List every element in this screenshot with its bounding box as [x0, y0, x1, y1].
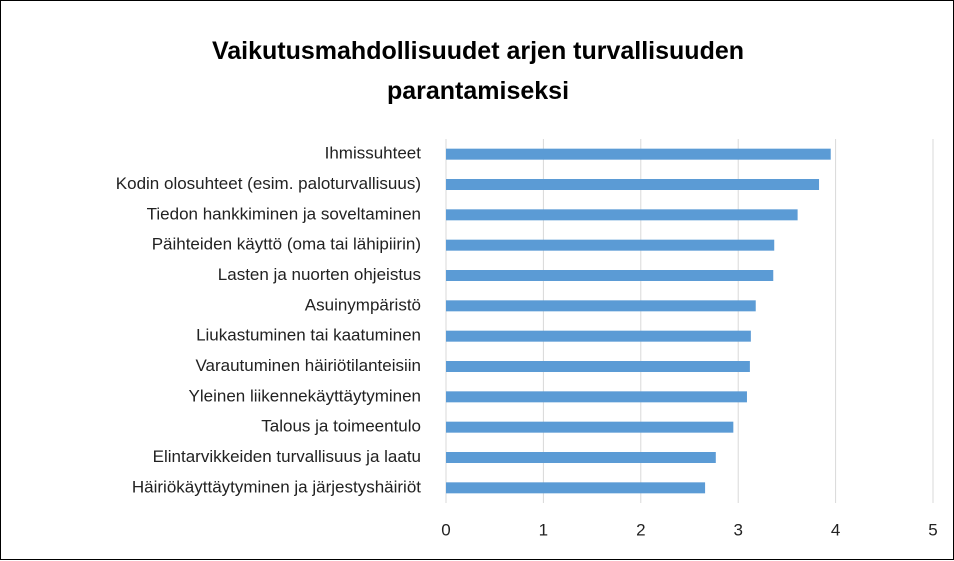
y-tick-label: Lasten ja nuorten ohjeistus: [218, 265, 421, 284]
y-tick-label: Varautuminen häiriötilanteisiin: [195, 356, 421, 375]
y-tick-label: Yleinen liikennekäyttäytyminen: [189, 386, 421, 405]
bar: [446, 179, 820, 190]
x-tick-label: 3: [733, 520, 742, 539]
x-tick-label: 0: [441, 520, 450, 539]
bar: [446, 482, 706, 494]
bar: [446, 239, 775, 251]
y-tick-label: Päihteiden käyttö (oma tai lähipiirin): [152, 235, 421, 254]
y-tick-label: Asuinympäristö: [305, 295, 421, 314]
bar: [446, 209, 798, 221]
bar: [446, 391, 747, 403]
chart-title: Vaikutusmahdollisuudet arjen turvallisuu…: [211, 37, 745, 105]
x-tick-label: 2: [636, 520, 645, 539]
bar: [446, 361, 750, 372]
bar: [446, 300, 756, 312]
y-tick-label: Liukastuminen tai kaatuminen: [196, 326, 421, 345]
x-tick-label: 1: [539, 520, 548, 539]
y-tick-label: Tiedon hankkiminen ja soveltaminen: [147, 204, 421, 223]
bar: [446, 270, 774, 281]
y-tick-label: Talous ja toimeentulo: [261, 417, 421, 436]
bar: [446, 421, 734, 433]
x-tick-label: 4: [831, 520, 840, 539]
bar: [446, 452, 716, 463]
bar: [446, 148, 831, 160]
y-tick-label: Kodin olosuhteet (esim. paloturvallisuus…: [116, 174, 421, 193]
y-tick-label: Elintarvikkeiden turvallisuus ja laatu: [153, 447, 421, 466]
y-tick-label: Ihmissuhteet: [325, 144, 422, 163]
x-tick-label: 5: [928, 520, 937, 539]
y-tick-label: Häiriökäyttäytyminen ja järjestyshäiriöt: [132, 477, 421, 496]
bar: [446, 330, 751, 342]
